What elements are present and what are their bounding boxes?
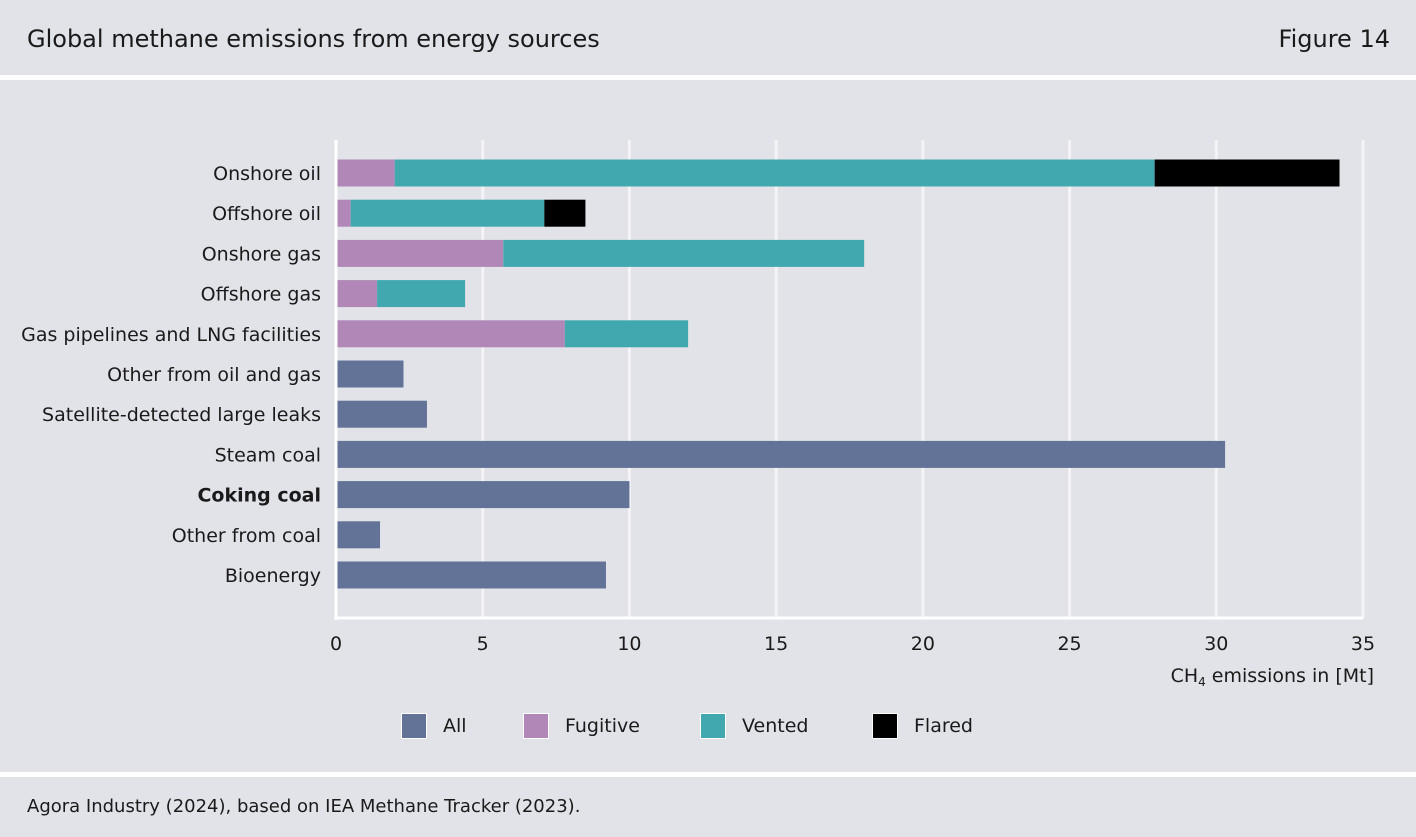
legend-item-fugitive: Fugitive: [523, 712, 640, 740]
bar-offshore-oil-fugitive: [336, 199, 351, 227]
grid-layer: [481, 140, 1365, 618]
x-axis-title-suffix: emissions in [Mt]: [1206, 665, 1374, 687]
chart-panel: [0, 80, 1416, 772]
x-tick-label-35: 35: [1351, 633, 1375, 655]
legend-item-flared: Flared: [872, 712, 973, 740]
bar-offshore-oil-vented: [350, 199, 545, 227]
category-label-steam-coal: Steam coal: [215, 444, 321, 466]
bar-gas-pipelines-and-lng-facilities-vented: [564, 320, 689, 348]
legend-swatch-all: [401, 713, 427, 739]
legend-item-vented: Vented: [700, 712, 808, 740]
bar-onshore-gas-vented: [503, 239, 865, 267]
x-axis-title-prefix: CH: [1171, 665, 1199, 687]
x-axis-title-subscript: 4: [1198, 675, 1206, 689]
legend: All Fugitive Vented Flared: [0, 712, 1416, 742]
x-tick-label-0: 0: [330, 633, 342, 655]
legend-item-all: All: [401, 712, 467, 740]
x-tick-label-30: 30: [1204, 633, 1228, 655]
x-tick-label-5: 5: [477, 633, 489, 655]
bar-coking-coal-all: [336, 481, 630, 509]
bar-offshore-gas-vented: [377, 280, 466, 308]
legend-swatch-flared: [872, 713, 898, 739]
bar-offshore-gas-fugitive: [336, 280, 378, 308]
figure-number: Figure 14: [1278, 25, 1390, 53]
bar-steam-coal-all: [336, 440, 1226, 468]
category-label-onshore-gas: Onshore gas: [202, 243, 321, 265]
category-label-offshore-oil: Offshore oil: [212, 203, 321, 225]
legend-swatch-fugitive: [523, 713, 549, 739]
bar-onshore-gas-fugitive: [336, 239, 504, 267]
x-tick-label-20: 20: [911, 633, 935, 655]
category-label-other-from-coal: Other from coal: [172, 525, 321, 547]
bar-onshore-oil-flared: [1154, 159, 1340, 187]
category-label-offshore-gas: Offshore gas: [201, 284, 321, 306]
legend-label-fugitive: Fugitive: [565, 715, 640, 737]
legend-swatch-vented: [700, 713, 726, 739]
x-tick-label-25: 25: [1057, 633, 1081, 655]
category-label-layer: Onshore oil Offshore oil Onshore gas Offsho…: [21, 163, 321, 587]
footer-panel: Agora Industry (2024), based on IEA Meth…: [0, 777, 1416, 837]
bar-other-from-oil-and-gas-all: [336, 360, 404, 388]
bar-bioenergy-all: [336, 561, 606, 589]
bar-gas-pipelines-and-lng-facilities-fugitive: [336, 320, 565, 348]
legend-label-all: All: [443, 715, 467, 737]
category-label-bioenergy: Bioenergy: [225, 565, 321, 587]
bar-offshore-oil-flared: [544, 199, 586, 227]
legend-label-flared: Flared: [914, 715, 973, 737]
category-label-satellite-detected-large-leaks: Satellite-detected large leaks: [42, 404, 321, 426]
source-note: Agora Industry (2024), based on IEA Meth…: [27, 796, 581, 817]
axis-layer: 0 5 10 15 20 25 30 35: [330, 140, 1375, 655]
bar-other-from-coal-all: [336, 521, 381, 549]
category-label-other-from-oil-and-gas: Other from oil and gas: [107, 364, 321, 386]
category-label-gas-pipelines-and-lng-facilities: Gas pipelines and LNG facilities: [21, 324, 321, 346]
bar-satellite-detected-large-leaks-all: [336, 400, 427, 428]
header-panel: Global methane emissions from energy sou…: [0, 0, 1416, 75]
x-axis-title: CH4 emissions in [Mt]: [1171, 665, 1374, 689]
x-tick-label-10: 10: [617, 633, 641, 655]
legend-label-vented: Vented: [742, 715, 809, 737]
bar-onshore-oil-vented: [394, 159, 1155, 187]
chart-title: Global methane emissions from energy sou…: [27, 25, 600, 53]
x-tick-label-15: 15: [764, 633, 788, 655]
bar-onshore-oil-fugitive: [336, 159, 395, 187]
bar-layer: [336, 159, 1340, 589]
category-label-coking-coal: Coking coal: [197, 485, 321, 507]
category-label-onshore-oil: Onshore oil: [213, 163, 321, 185]
